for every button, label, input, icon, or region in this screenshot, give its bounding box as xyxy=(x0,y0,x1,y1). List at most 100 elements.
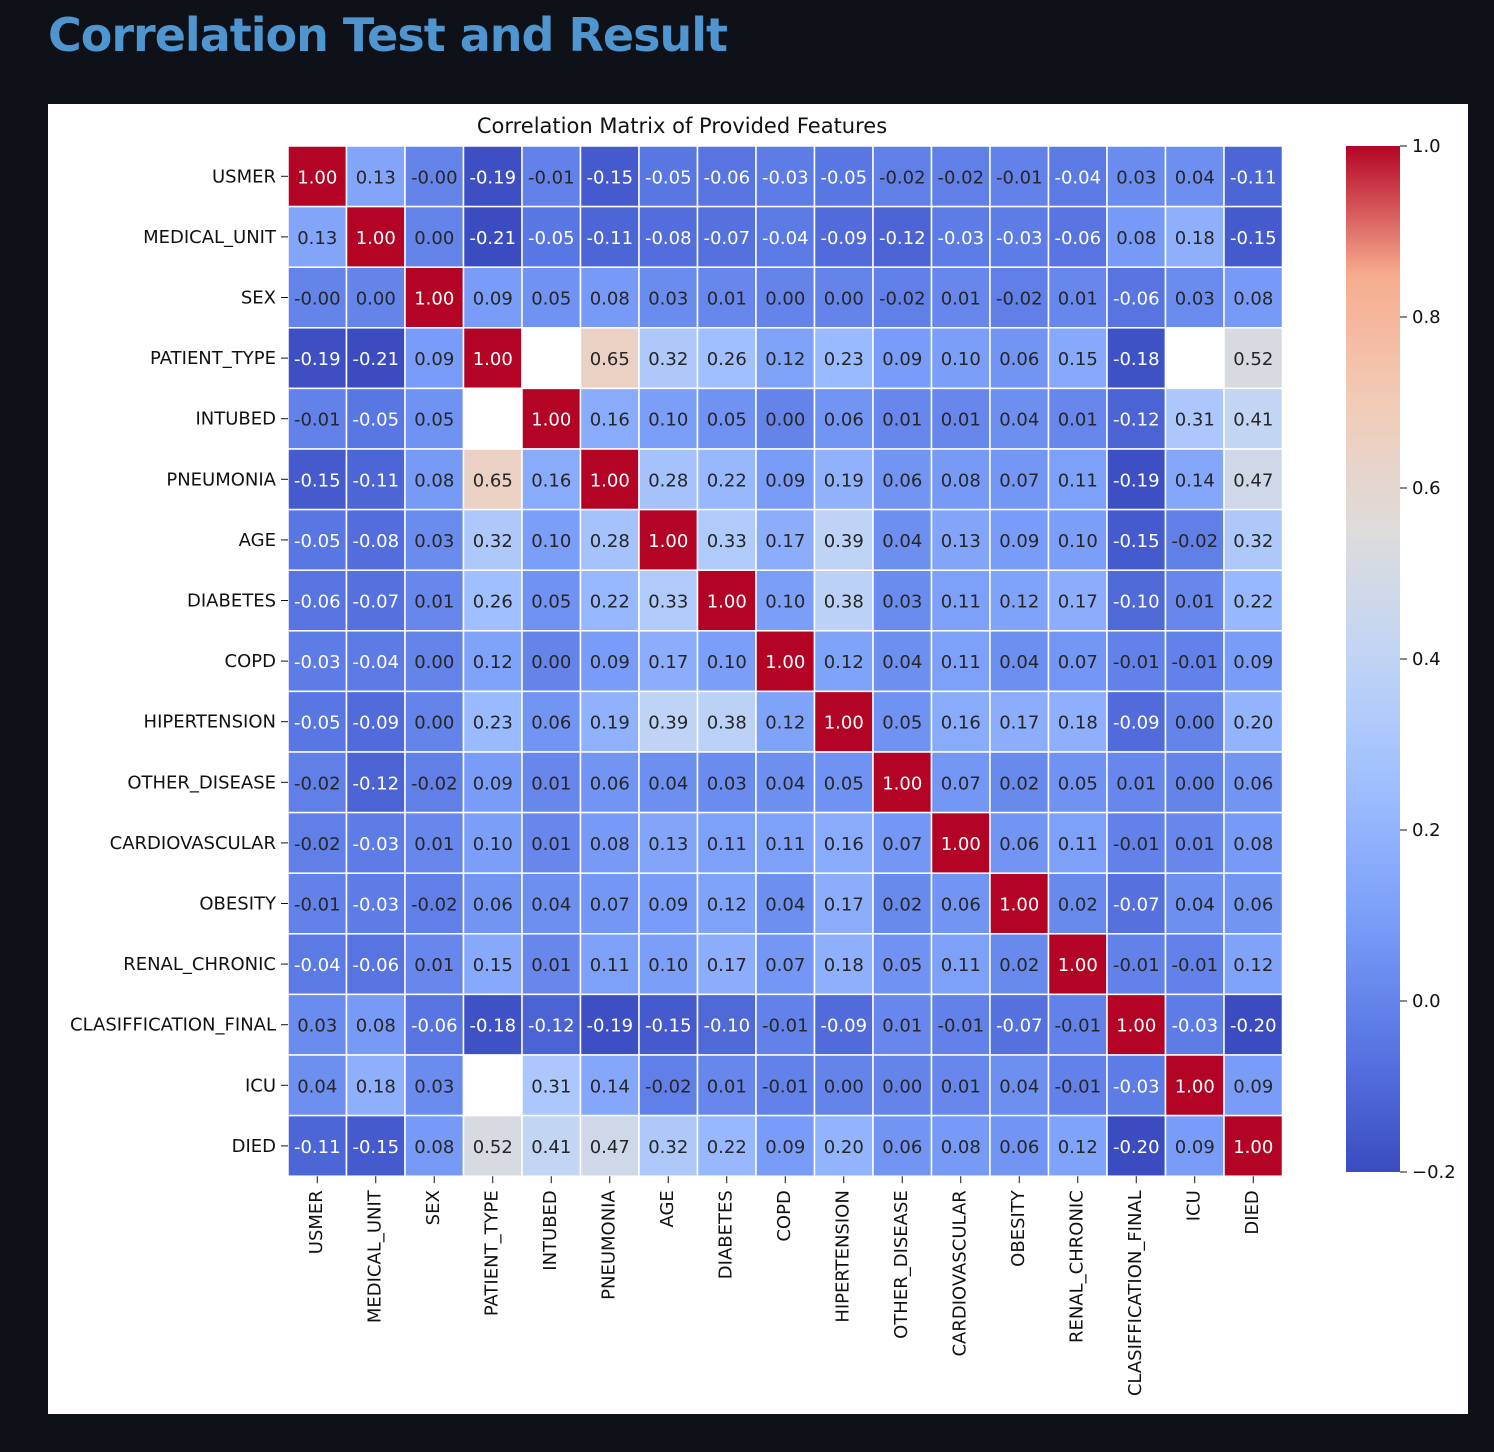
cell-value-label: -0.01 xyxy=(1171,652,1218,673)
heatmap-cell xyxy=(1164,1114,1225,1177)
cell-value-label: -0.04 xyxy=(1054,167,1101,188)
heatmap-cell xyxy=(872,872,933,935)
cell-value-label: 0.01 xyxy=(882,410,922,431)
cell-value-label: 0.17 xyxy=(999,713,1039,734)
heatmap-cell xyxy=(579,1054,640,1117)
heatmap-cell xyxy=(1106,872,1167,935)
cell-value-label: 0.04 xyxy=(999,410,1039,431)
cell-value-label: 1.00 xyxy=(765,652,805,673)
heatmap-cell xyxy=(989,811,1050,874)
cell-value-label: 0.03 xyxy=(414,1076,454,1097)
heatmap-cell xyxy=(755,751,816,814)
cell-value-label: 0.28 xyxy=(648,470,688,491)
cell-value-label: 0.14 xyxy=(1175,470,1215,491)
heatmap-cell xyxy=(755,448,816,511)
cell-value-label: -0.20 xyxy=(1230,1016,1277,1037)
heatmap-cell xyxy=(813,933,874,996)
heatmap-cell xyxy=(1223,933,1284,996)
cell-value-label: 0.00 xyxy=(882,1076,922,1097)
cell-value-label: 0.17 xyxy=(648,652,688,673)
heatmap-cell xyxy=(345,993,406,1056)
cell-value-label: -0.19 xyxy=(586,1016,633,1037)
cell-value-label: 0.00 xyxy=(765,410,805,431)
cell-value-label: 1.00 xyxy=(707,592,747,613)
heatmap-cell xyxy=(755,1054,816,1117)
heatmap-cell xyxy=(1047,387,1108,450)
cell-value-label: -0.09 xyxy=(820,1016,867,1037)
heatmap-cell xyxy=(638,872,699,935)
cell-value-label: -0.15 xyxy=(1230,228,1277,249)
heatmap-cell xyxy=(872,205,933,268)
heatmap-cell xyxy=(1164,387,1225,450)
cell-value-label: 0.47 xyxy=(1233,470,1273,491)
heatmap-cell xyxy=(638,811,699,874)
cell-value-label: 0.52 xyxy=(1233,349,1273,370)
cell-value-label: 0.32 xyxy=(648,349,688,370)
heatmap-cell xyxy=(1106,993,1167,1056)
cell-value-label: 0.01 xyxy=(1116,773,1156,794)
cell-value-label: -0.06 xyxy=(352,955,399,976)
column-label: HIPERTENSION xyxy=(833,1190,854,1322)
heatmap-cell xyxy=(813,690,874,753)
row-label: AGE xyxy=(239,530,276,551)
cell-value-label: 0.39 xyxy=(648,713,688,734)
cell-value-label: 0.04 xyxy=(999,1076,1039,1097)
heatmap-cell xyxy=(930,569,991,632)
heatmap-cell xyxy=(1106,569,1167,632)
cell-value-label: 0.23 xyxy=(473,713,513,734)
heatmap-cell xyxy=(638,933,699,996)
cell-value-label: 0.05 xyxy=(882,955,922,976)
row-label: DIED xyxy=(232,1136,276,1157)
cell-value-label: 0.09 xyxy=(590,652,630,673)
row-label: USMER xyxy=(212,166,276,187)
row-label: PNEUMONIA xyxy=(166,469,276,490)
cell-value-label: 0.10 xyxy=(765,592,805,613)
heatmap-cell xyxy=(1223,993,1284,1056)
cell-value-label: 0.00 xyxy=(356,289,396,310)
cell-value-label: 0.12 xyxy=(765,349,805,370)
cell-value-label: 0.18 xyxy=(824,955,864,976)
heatmap-cell xyxy=(1223,569,1284,632)
heatmap-cell xyxy=(521,508,582,571)
cell-value-label: -0.06 xyxy=(703,167,750,188)
cell-value-label: -0.07 xyxy=(703,228,750,249)
cell-value-label: 0.03 xyxy=(1175,289,1215,310)
cell-value-label: -0.03 xyxy=(1171,1016,1218,1037)
heatmap-cell xyxy=(638,569,699,632)
cell-value-label: 0.09 xyxy=(765,1137,805,1158)
heatmap-cell xyxy=(462,1114,523,1177)
cell-value-label: 1.00 xyxy=(941,834,981,855)
cell-value-label: 0.18 xyxy=(356,1076,396,1097)
cell-value-label: -0.15 xyxy=(352,1137,399,1158)
cell-value-label: -0.10 xyxy=(1113,592,1160,613)
cell-value-label: -0.02 xyxy=(645,1076,692,1097)
cell-value-label: 0.52 xyxy=(473,1137,513,1158)
heatmap-cell xyxy=(696,145,757,208)
row-label: CARDIOVASCULAR xyxy=(110,833,276,854)
cell-value-label: 0.13 xyxy=(941,531,981,552)
cell-value-label: -0.01 xyxy=(1054,1076,1101,1097)
cell-value-label: -0.01 xyxy=(294,895,341,916)
colorbar-tick-label: 0.0 xyxy=(1412,991,1441,1012)
cell-value-label: -0.06 xyxy=(294,592,341,613)
cell-value-label: 0.00 xyxy=(414,652,454,673)
cell-value-label: 0.03 xyxy=(1116,167,1156,188)
heatmap-cell xyxy=(1047,448,1108,511)
cell-value-label: 0.07 xyxy=(765,955,805,976)
cell-value-label: 0.18 xyxy=(1058,713,1098,734)
heatmap-cell xyxy=(638,690,699,753)
cell-value-label: 0.09 xyxy=(414,349,454,370)
page-title: Correlation Test and Result xyxy=(48,8,728,62)
cell-value-label: 1.00 xyxy=(1233,1137,1273,1158)
cell-value-label: -0.05 xyxy=(645,167,692,188)
cell-value-label: 0.06 xyxy=(999,1137,1039,1158)
cell-value-label: 1.00 xyxy=(999,895,1039,916)
heatmap-cell xyxy=(404,448,465,511)
cell-value-label: 1.00 xyxy=(882,773,922,794)
cell-value-label: 0.02 xyxy=(999,955,1039,976)
cell-value-label: 0.06 xyxy=(1233,773,1273,794)
cell-value-label: -0.05 xyxy=(352,410,399,431)
heatmap-cell xyxy=(1106,1054,1167,1117)
cell-value-label: 0.08 xyxy=(414,470,454,491)
